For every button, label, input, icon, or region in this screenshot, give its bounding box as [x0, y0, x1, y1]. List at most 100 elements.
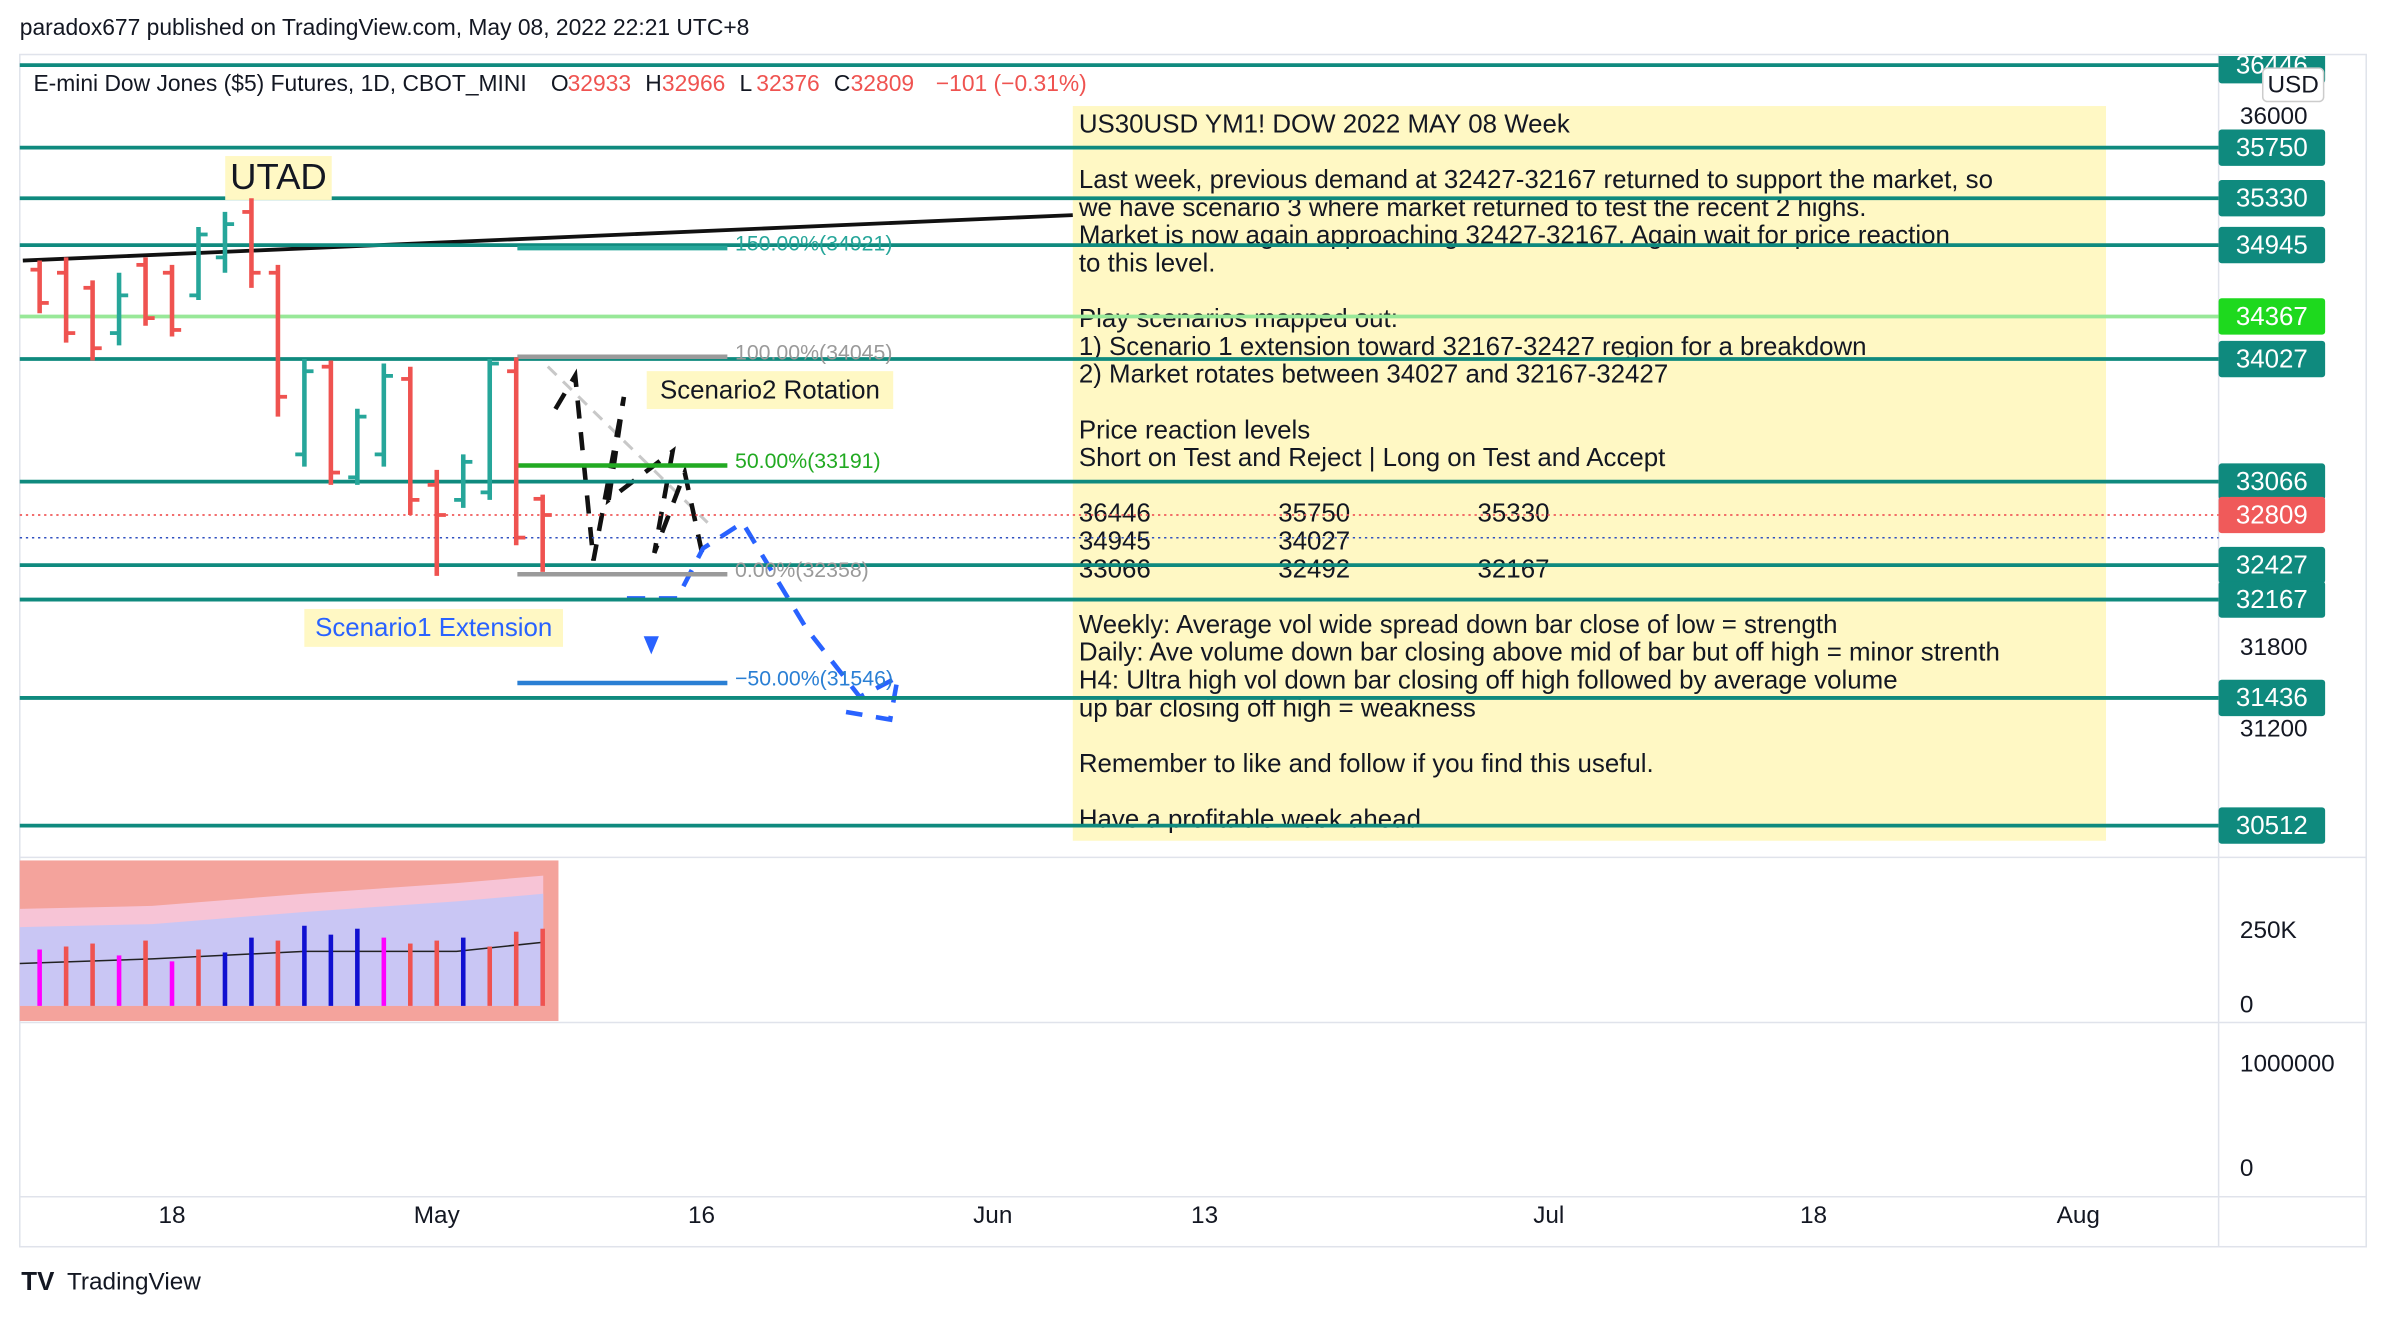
publisher-line: paradox677 published on TradingView.com,…	[20, 14, 750, 40]
ohlc-letter: H	[645, 70, 661, 96]
level-label-bg	[2218, 340, 2326, 378]
level-label-bg	[2218, 298, 2326, 335]
volume-bar	[169, 961, 175, 1006]
note-line: Daily: Ave volume down bar closing above…	[1079, 639, 2000, 667]
y-tick-label: 1000000	[2240, 1050, 2335, 1077]
level-label: 34945	[2236, 231, 2308, 259]
y-tick-label: 0	[2240, 1155, 2254, 1182]
fib-label: −50.00%(31546)	[735, 667, 893, 691]
price-pane: 36446 35750 35330 34945 34367 34027 33066 32809…	[19, 56, 2326, 844]
note-table-cell: 35750	[1278, 500, 1350, 528]
x-tick-label: 13	[1191, 1202, 1218, 1229]
volume-bar	[63, 946, 69, 1006]
note-line: Have a profitable week ahead.	[1079, 806, 1428, 834]
x-tick-label: 16	[688, 1202, 715, 1229]
annotation: Scenario2 Rotation	[660, 376, 880, 404]
volume-bar	[222, 952, 228, 1006]
volume-bar	[408, 943, 413, 1006]
note-table-cell: 32492	[1278, 555, 1350, 583]
note-line: US30USD YM1! DOW 2022 MAY 08 Week	[1079, 111, 1570, 139]
level-label: 34367	[2236, 303, 2308, 331]
x-tick-label: Jun	[973, 1202, 1012, 1229]
annotation: UTAD	[230, 156, 327, 197]
volume-bar	[487, 946, 493, 1006]
level-label-bg	[2218, 496, 2326, 534]
volume-bar	[302, 925, 307, 1006]
y-tick-label: 31200	[2240, 716, 2308, 743]
level-label-bg	[2218, 180, 2326, 217]
level-label: 33066	[2236, 468, 2308, 496]
volume-bar	[37, 949, 42, 1006]
note-line: Weekly: Average vol wide spread down bar…	[1079, 611, 1838, 639]
note-line: Remember to like and follow if you find …	[1079, 750, 1654, 778]
level-label-bg	[2218, 807, 2326, 844]
arrow	[643, 636, 659, 655]
y-tick-label: 36000	[2240, 103, 2308, 130]
level-label-bg	[2218, 226, 2326, 264]
annotation-bg	[646, 371, 894, 410]
fib-label: 100.00%(34045)	[735, 340, 892, 364]
y-tick-label: 31800	[2240, 634, 2308, 661]
note-box: US30USD YM1! DOW 2022 MAY 08 Week Last we…	[1072, 106, 2107, 841]
level-label: 30512	[2236, 812, 2308, 840]
fib-label: 50.00%(33191)	[735, 449, 881, 473]
level-label-bg	[2218, 463, 2326, 500]
currency-bg	[2261, 67, 2325, 103]
ohlc-value: 32933	[568, 70, 631, 96]
x-tick-label: Aug	[2057, 1202, 2100, 1229]
ohlc-value: 32809	[851, 70, 914, 96]
annotation: Scenario1 Extension	[315, 614, 552, 642]
note-table-cell: 34945	[1079, 528, 1151, 556]
ohlc-letter: C	[834, 70, 850, 96]
currency: USD	[2267, 72, 2318, 99]
scenario-path	[553, 368, 706, 561]
annotation-bg	[225, 156, 332, 200]
note-line: Play scenarios mapped out:	[1079, 305, 1398, 333]
ohlc-letter: O	[551, 70, 569, 96]
scenario-path	[626, 519, 901, 723]
fib-label: 150.00%(34921)	[735, 232, 892, 256]
volume-bar	[275, 940, 281, 1006]
level-label: 35750	[2236, 134, 2308, 162]
volume-bar	[328, 934, 334, 1006]
volume-bar	[249, 937, 254, 1006]
volume-bar	[513, 931, 519, 1006]
volume-bar	[460, 937, 466, 1006]
level-label: 31436	[2236, 684, 2308, 712]
y-tick-label: 0	[2240, 991, 2254, 1018]
fib-label: 0.00%(32358)	[735, 558, 869, 582]
note-table-cell: 33066	[1079, 555, 1151, 583]
level-label: 35330	[2236, 185, 2308, 213]
note-table-cell: 32167	[1478, 555, 1550, 583]
volume-bar	[381, 937, 387, 1006]
ohlc-value: 32966	[662, 70, 725, 96]
note-table-cell: 36446	[1079, 500, 1151, 528]
volume-bg	[19, 860, 559, 1022]
ohlc-letter: L	[740, 70, 753, 96]
level-label: 32167	[2236, 586, 2308, 614]
brand: TV TradingView	[21, 1268, 201, 1296]
note-table-cell: 34027	[1278, 528, 1350, 556]
x-tick-label: Jul	[1533, 1202, 1564, 1229]
level-label-bg	[2218, 581, 2326, 618]
volume-bar	[143, 940, 148, 1006]
volume-bar	[434, 940, 440, 1006]
annotation-bg	[304, 608, 564, 647]
level-label-bg	[2218, 129, 2326, 166]
volume-bar	[540, 928, 545, 1006]
note-line: H4: Ultra high vol down bar closing off …	[1079, 667, 1898, 695]
x-tick-label: 18	[1800, 1202, 1827, 1229]
note-table-cell: 35330	[1478, 500, 1550, 528]
brand-name: TradingView	[67, 1269, 201, 1296]
level-label: 32427	[2236, 551, 2308, 579]
note-line: Short on Test and Reject | Long on Test …	[1079, 444, 1665, 472]
volume-bar	[90, 943, 95, 1006]
symbol-title: E-mini Dow Jones ($5) Futures, 1D, CBOT_…	[33, 70, 526, 96]
volume-bar	[355, 928, 360, 1006]
note-line: 2) Market rotates between 34027 and 3216…	[1079, 361, 1668, 389]
path-guide	[546, 365, 709, 524]
x-tick-label: 18	[158, 1202, 185, 1229]
level-label: 32809	[2236, 501, 2308, 529]
volume-bar	[196, 949, 201, 1006]
